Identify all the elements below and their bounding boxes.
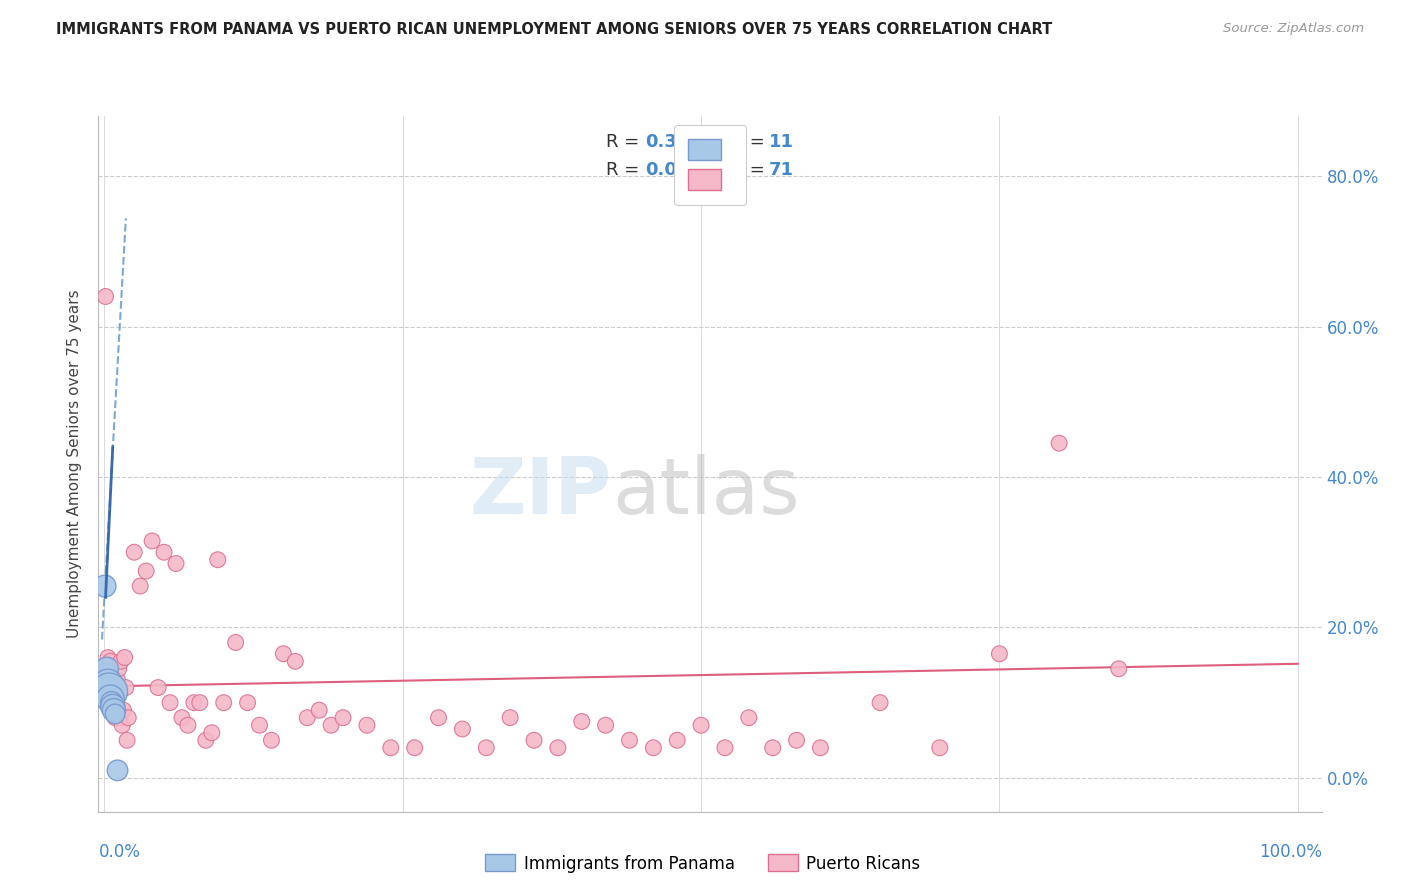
Point — [236, 696, 259, 710]
Text: 0.364: 0.364 — [645, 134, 702, 152]
Point — [928, 740, 950, 755]
Point — [988, 647, 1011, 661]
Point — [98, 692, 121, 706]
Point — [666, 733, 689, 747]
Point — [117, 711, 139, 725]
Text: 11: 11 — [769, 134, 794, 152]
Text: ZIP: ZIP — [470, 454, 612, 530]
Point — [201, 725, 224, 739]
Point — [100, 696, 122, 710]
Point — [153, 545, 176, 559]
Point — [97, 677, 120, 691]
Point — [104, 711, 127, 725]
Point — [249, 718, 271, 732]
Text: R =: R = — [606, 134, 645, 152]
Point — [523, 733, 546, 747]
Point — [98, 684, 121, 698]
Text: 100.0%: 100.0% — [1258, 843, 1322, 861]
Text: 0.0%: 0.0% — [98, 843, 141, 861]
Point — [762, 740, 785, 755]
Point — [135, 564, 157, 578]
Point — [101, 699, 124, 714]
Point — [738, 711, 761, 725]
Point — [108, 711, 131, 725]
Point — [183, 696, 205, 710]
Point — [810, 740, 832, 755]
Point — [212, 696, 235, 710]
Point — [547, 740, 569, 755]
Point — [114, 650, 136, 665]
Point — [308, 703, 330, 717]
Point — [103, 688, 125, 702]
Point — [475, 740, 498, 755]
Text: N =: N = — [718, 161, 770, 179]
Point — [225, 635, 247, 649]
Point — [107, 662, 129, 676]
Point — [97, 650, 120, 665]
Point — [321, 718, 343, 732]
Legend: , : , — [673, 125, 747, 204]
Point — [194, 733, 217, 747]
Text: 71: 71 — [769, 161, 794, 179]
Point — [284, 654, 307, 668]
Point — [146, 681, 169, 695]
Point — [94, 669, 117, 683]
Point — [297, 711, 319, 725]
Y-axis label: Unemployment Among Seniors over 75 years: Unemployment Among Seniors over 75 years — [67, 290, 83, 638]
Point — [273, 647, 295, 661]
Point — [332, 711, 354, 725]
Point — [177, 718, 200, 732]
Point — [1108, 662, 1130, 676]
Text: N =: N = — [718, 134, 770, 152]
Point — [404, 740, 426, 755]
Point — [714, 740, 737, 755]
Text: Source: ZipAtlas.com: Source: ZipAtlas.com — [1223, 22, 1364, 36]
Point — [1047, 436, 1070, 450]
Point — [380, 740, 402, 755]
Point — [111, 718, 134, 732]
Point — [122, 545, 145, 559]
Point — [112, 703, 135, 717]
Text: IMMIGRANTS FROM PANAMA VS PUERTO RICAN UNEMPLOYMENT AMONG SENIORS OVER 75 YEARS : IMMIGRANTS FROM PANAMA VS PUERTO RICAN U… — [56, 22, 1053, 37]
Point — [141, 533, 163, 548]
Point — [94, 289, 117, 303]
Point — [96, 662, 118, 676]
Point — [188, 696, 211, 710]
Point — [107, 764, 129, 778]
Point — [451, 722, 474, 736]
Point — [786, 733, 808, 747]
Point — [110, 654, 132, 668]
Point — [103, 703, 125, 717]
Point — [595, 718, 617, 732]
Point — [100, 696, 122, 710]
Point — [98, 681, 121, 695]
Point — [101, 703, 124, 717]
Legend: Immigrants from Panama, Puerto Ricans: Immigrants from Panama, Puerto Ricans — [479, 847, 927, 880]
Point — [619, 733, 641, 747]
Text: R =: R = — [606, 161, 645, 179]
Point — [207, 553, 229, 567]
Point — [690, 718, 713, 732]
Text: 0.012: 0.012 — [645, 161, 702, 179]
Point — [98, 654, 121, 668]
Point — [499, 711, 522, 725]
Point — [165, 557, 187, 571]
Text: atlas: atlas — [612, 454, 800, 530]
Point — [96, 665, 118, 680]
Point — [571, 714, 593, 729]
Point — [129, 579, 152, 593]
Point — [427, 711, 450, 725]
Point — [170, 711, 193, 725]
Point — [643, 740, 665, 755]
Point — [105, 681, 128, 695]
Point — [115, 733, 138, 747]
Point — [356, 718, 378, 732]
Point — [869, 696, 891, 710]
Point — [115, 681, 138, 695]
Point — [107, 673, 129, 687]
Point — [94, 579, 117, 593]
Point — [260, 733, 283, 747]
Point — [104, 706, 127, 721]
Point — [159, 696, 181, 710]
